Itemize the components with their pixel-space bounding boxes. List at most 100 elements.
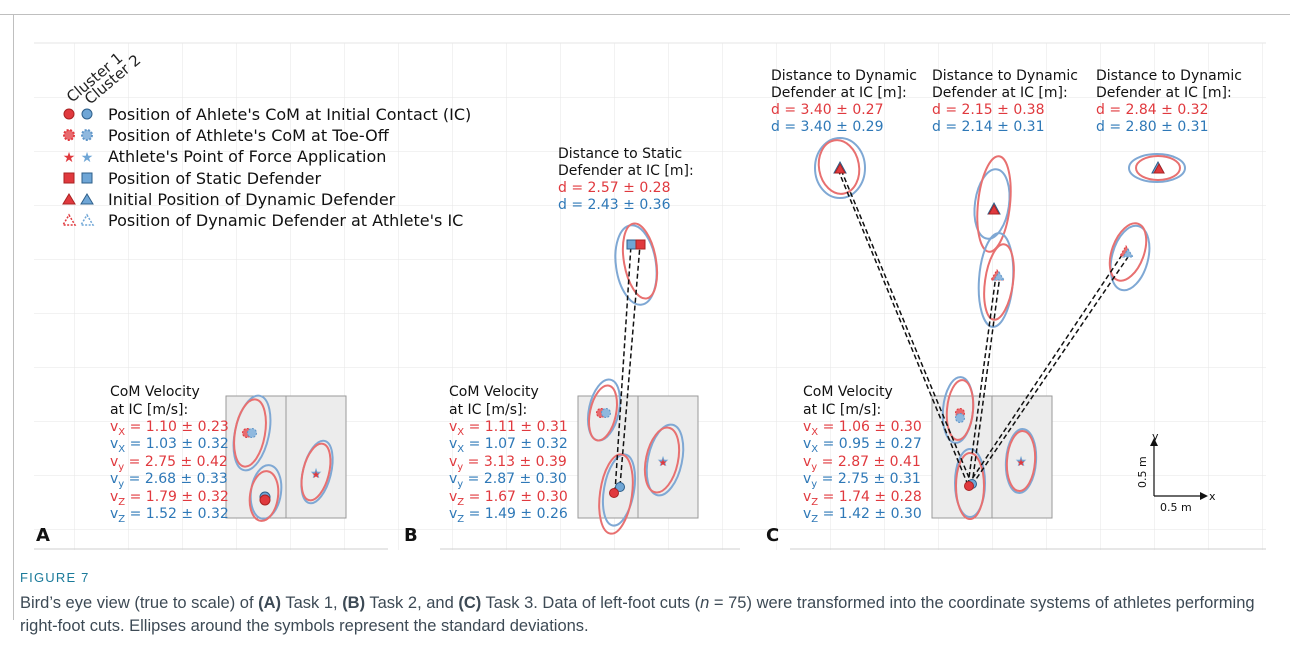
ellipse-red	[588, 384, 618, 442]
ellipse-red	[983, 243, 1015, 321]
ellipse-red	[233, 398, 267, 468]
distance-line-cluster2	[841, 171, 973, 486]
distance-subtitle: Defender at IC [m]:	[558, 163, 694, 179]
legend-label-dyn-init: Initial Position of Dynamic Defender	[108, 190, 396, 209]
star-red-icon: ★	[63, 150, 76, 166]
vy-cluster1: vy = 3.13 ± 0.39	[449, 454, 567, 473]
vz-cluster1: vZ = 1.67 ± 0.30	[449, 489, 568, 508]
ellipse-red	[248, 470, 280, 522]
panel-letter-c: C	[766, 525, 779, 546]
static-defender-red	[635, 239, 646, 250]
distance-cluster1: d = 2.84 ± 0.32	[1096, 102, 1209, 118]
vz-cluster2: vZ = 1.42 ± 0.30	[803, 506, 922, 525]
distance-line-cluster1	[967, 251, 1125, 486]
scale-y-label: y	[1152, 430, 1159, 443]
vx-cluster1: vX = 1.11 ± 0.31	[449, 419, 568, 438]
force-star-blue: ★	[657, 454, 670, 470]
velocity-title: CoM Velocity	[110, 384, 200, 400]
dyn-defender-ic-blue	[993, 271, 1005, 281]
force-star-blue: ★	[310, 466, 323, 482]
dyn-defender-init-red	[1153, 162, 1165, 174]
distance-block-b: Distance to Static Defender at IC [m]: d…	[558, 146, 694, 213]
vx-cluster1: vX = 1.10 ± 0.23	[110, 419, 229, 438]
panel-letter-a: A	[36, 525, 50, 546]
ellipse-blue	[645, 423, 685, 497]
legend-row-dyn-init: Initial Position of Dynamic Defender	[62, 190, 396, 209]
figure-frame-top	[0, 14, 1290, 15]
ellipse-red	[817, 139, 861, 195]
distance-cluster2: d = 3.40 ± 0.29	[771, 119, 884, 135]
circle-red-icon	[63, 108, 75, 120]
star-blue-icon: ★	[81, 150, 94, 166]
distance-subtitle: Defender at IC [m]:	[932, 85, 1068, 101]
velocity-title: CoM Velocity	[803, 384, 893, 400]
dotted-circle-red-icon	[63, 129, 75, 141]
panel-a: ★ ★ CoM Velocity at IC [m/s]: vX = 1.10 …	[36, 384, 347, 546]
legend-label-dyn-ic: Position of Dynamic Defender at Athlete'…	[108, 211, 463, 230]
legend-label-force: Athlete's Point of Force Application	[108, 147, 386, 166]
vy-cluster1: vy = 2.87 ± 0.41	[803, 454, 921, 473]
com-ic-blue	[615, 482, 625, 492]
ellipse-red	[300, 442, 332, 502]
ellipse-red	[955, 452, 985, 520]
ellipse-blue	[1128, 153, 1186, 183]
vy-cluster1: vy = 2.75 ± 0.42	[110, 454, 228, 473]
distance-title: Distance to Dynamic	[1096, 68, 1242, 84]
force-star-blue: ★	[1015, 454, 1028, 470]
distance-title: Distance to Static	[558, 146, 682, 162]
distance-cluster1: d = 2.15 ± 0.38	[932, 102, 1045, 118]
dotted-circle-blue-icon	[81, 129, 93, 141]
ellipse-red	[1135, 155, 1181, 181]
distance-cluster2: d = 2.43 ± 0.36	[558, 197, 671, 213]
distance-line-cluster2	[971, 274, 1001, 486]
com-toeoff-blue	[601, 408, 611, 418]
force-star-red: ★	[659, 458, 668, 469]
ellipse-blue	[954, 448, 986, 518]
arrow-up-icon	[1150, 438, 1158, 446]
vz-cluster1: vZ = 1.74 ± 0.28	[803, 489, 922, 508]
figure-label: FIGURE 7	[20, 570, 90, 585]
ellipse-blue	[601, 453, 637, 527]
foot-plate-right	[991, 395, 1053, 519]
vy-cluster2: vy = 2.87 ± 0.30	[449, 471, 567, 490]
distance-line-cluster2	[971, 256, 1129, 486]
ellipse-red	[1005, 430, 1037, 492]
distance-subtitle: Defender at IC [m]:	[771, 85, 907, 101]
legend-row-com-toeoff: Position of Athlete's CoM at Toe-Off	[63, 126, 390, 145]
dyn-defender-init-red	[834, 162, 846, 174]
legend-row-com-ic: Position of Ahlete's CoM at Initial Cont…	[63, 105, 471, 124]
vx-cluster1: vX = 1.06 ± 0.30	[803, 419, 922, 438]
vx-cluster2: vX = 1.07 ± 0.32	[449, 436, 568, 455]
figure-frame-left	[13, 14, 14, 620]
panel-b: ★ ★ Distance to Static Defender at IC [m…	[404, 146, 699, 546]
velocity-title: CoM Velocity	[449, 384, 539, 400]
dotted-triangle-red-icon	[61, 213, 77, 226]
square-blue-icon	[81, 172, 93, 184]
com-toeoff-blue	[955, 413, 965, 423]
distance-block-c3: Distance to Dynamic Defender at IC [m]: …	[1096, 68, 1242, 135]
distance-line-cluster1	[967, 274, 997, 486]
ellipse-red	[945, 379, 975, 441]
circle-blue-icon	[81, 108, 93, 120]
legend-row-force: ★ ★ Athlete's Point of Force Application	[63, 147, 387, 166]
dyn-defender-init-red	[988, 203, 1000, 215]
distance-cluster2: d = 2.80 ± 0.31	[1096, 119, 1209, 135]
legend-row-static: Position of Static Defender	[63, 169, 322, 188]
triangle-red-icon	[62, 193, 76, 205]
foot-plate-right	[285, 395, 347, 519]
panel-letter-b: B	[404, 525, 418, 546]
force-star-red: ★	[312, 470, 321, 481]
vy-cluster2: vy = 2.75 ± 0.31	[803, 471, 921, 490]
figure-caption: Bird’s eye view (true to scale) of (A) T…	[20, 594, 1255, 635]
vz-cluster2: vZ = 1.49 ± 0.26	[449, 506, 568, 525]
ellipse-red	[621, 222, 659, 300]
force-star-red: ★	[1017, 458, 1026, 469]
distance-cluster1: d = 3.40 ± 0.27	[771, 102, 884, 118]
vx-cluster2: vX = 0.95 ± 0.27	[803, 436, 922, 455]
arrow-right-icon	[1200, 492, 1208, 500]
distance-block-c1: Distance to Dynamic Defender at IC [m]: …	[771, 68, 917, 135]
legend-label-static: Position of Static Defender	[108, 169, 322, 188]
com-ic-red	[609, 488, 619, 498]
vz-cluster2: vZ = 1.52 ± 0.32	[110, 506, 229, 525]
figure-7-diagram: Cluster 1 Cluster 2 Position of Ahlete's…	[34, 42, 1266, 550]
